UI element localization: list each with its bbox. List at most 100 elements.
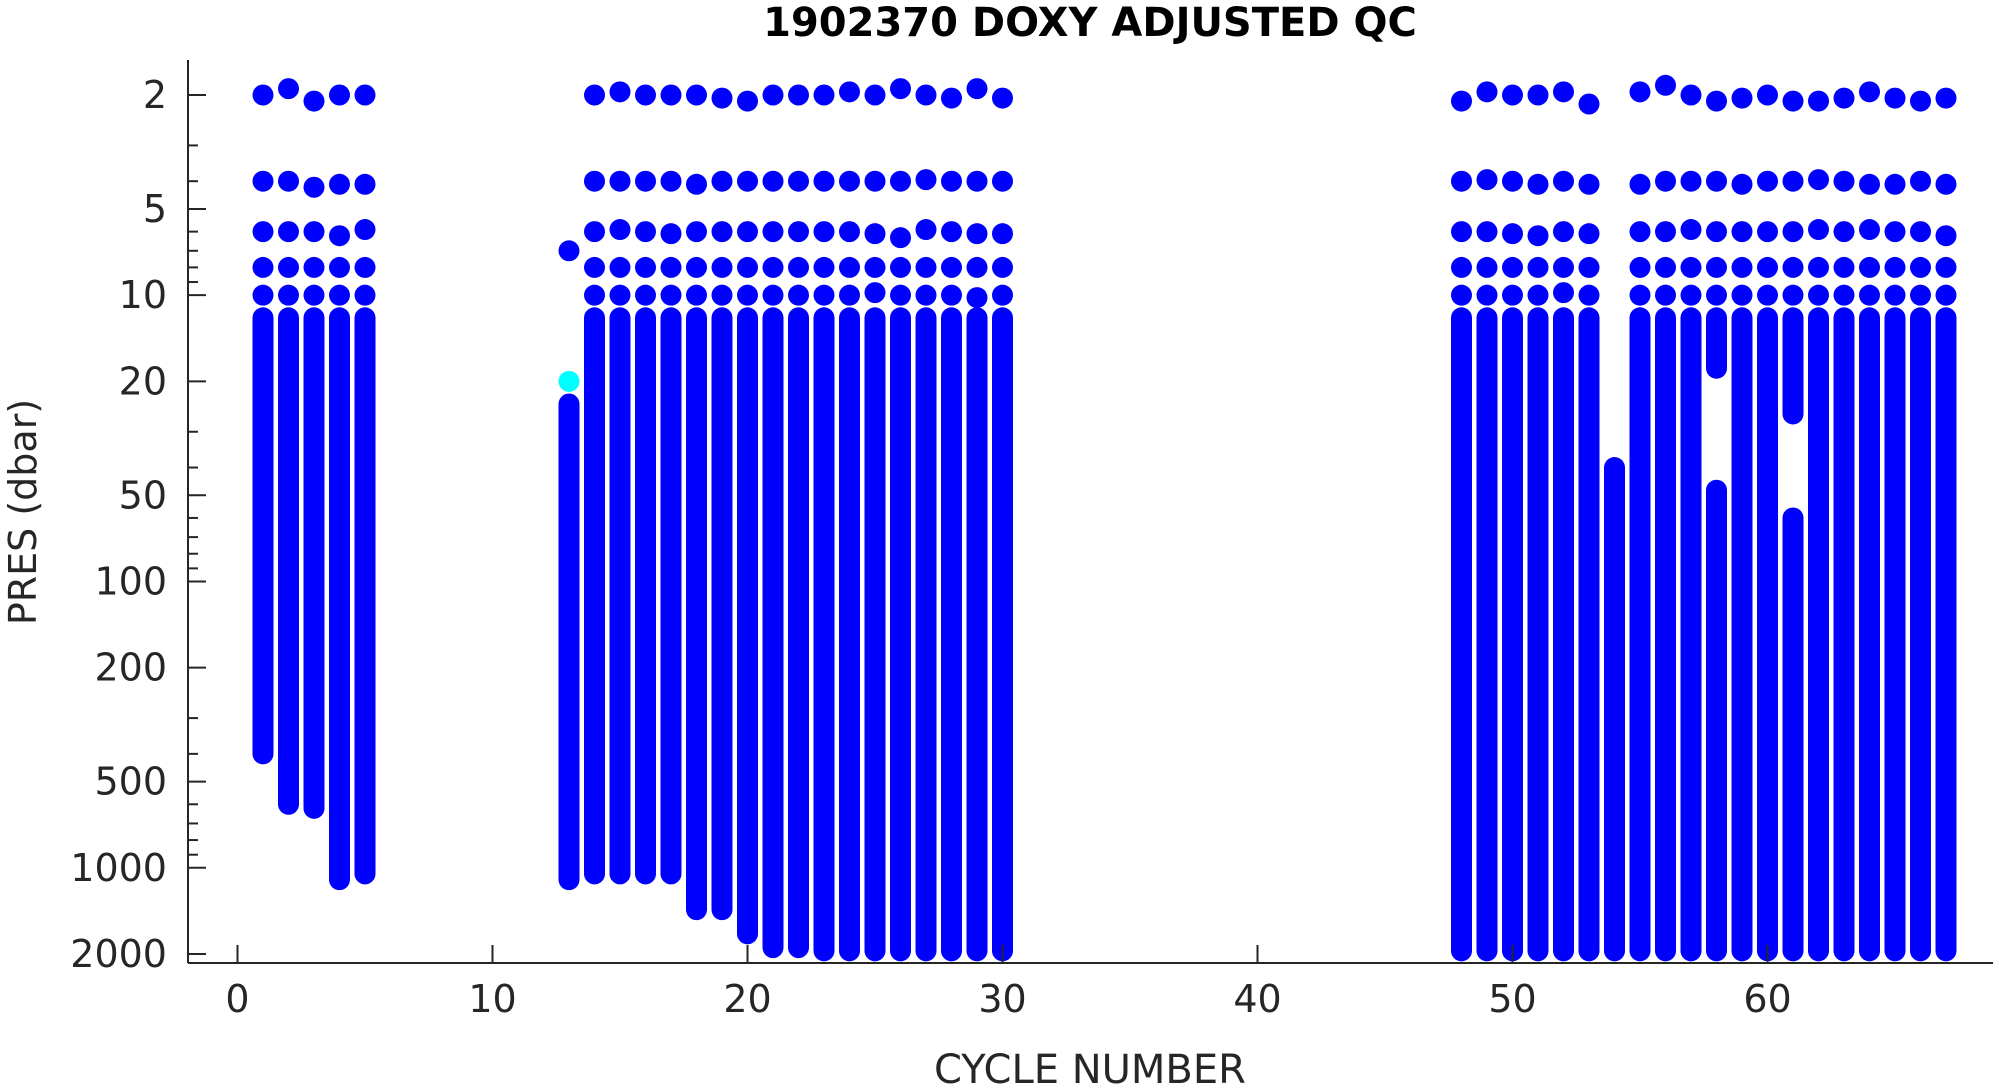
data-point xyxy=(1884,173,1906,195)
data-point xyxy=(992,170,1013,192)
data-point xyxy=(609,284,631,306)
data-point xyxy=(584,84,605,106)
data-point xyxy=(864,282,886,304)
data-point xyxy=(303,256,325,278)
data-point xyxy=(354,256,376,278)
y-tick-label: 50 xyxy=(119,473,167,517)
data-point xyxy=(839,284,860,306)
data-point xyxy=(252,170,274,192)
data-point xyxy=(1731,221,1753,243)
data-point xyxy=(1706,221,1727,243)
data-point xyxy=(1578,223,1600,245)
data-point xyxy=(1655,74,1676,96)
data-point xyxy=(354,173,376,195)
data-point xyxy=(1910,90,1931,112)
data-point xyxy=(711,256,733,278)
data-point xyxy=(660,284,682,306)
data-point xyxy=(966,170,988,192)
data-point xyxy=(1578,256,1600,278)
data-point xyxy=(354,284,376,306)
data-point xyxy=(813,284,835,306)
y-axis-label: PRES (dbar) xyxy=(1,399,45,625)
data-point xyxy=(1731,284,1753,306)
data-point xyxy=(890,256,911,278)
data-point xyxy=(711,221,733,243)
data-point xyxy=(992,223,1013,245)
data-point xyxy=(1476,169,1498,191)
data-point xyxy=(1476,221,1498,243)
data-point xyxy=(1706,256,1727,278)
data-point xyxy=(609,256,631,278)
data-point xyxy=(1884,221,1906,243)
data-point xyxy=(329,284,350,306)
data-point xyxy=(1757,84,1778,106)
data-point xyxy=(788,284,809,306)
data-point xyxy=(788,256,809,278)
data-point xyxy=(1731,87,1753,109)
data-point xyxy=(992,256,1013,278)
data-point xyxy=(303,284,325,306)
data-point xyxy=(915,256,937,278)
data-point xyxy=(1935,284,1957,306)
data-point xyxy=(915,169,937,191)
data-point xyxy=(941,170,962,192)
data-point xyxy=(329,84,350,106)
data-point xyxy=(635,84,656,106)
data-point xyxy=(941,87,962,109)
data-point xyxy=(1451,256,1472,278)
data-point xyxy=(890,170,911,192)
data-point xyxy=(1833,284,1855,306)
data-point xyxy=(303,90,325,112)
data-point xyxy=(635,284,656,306)
data-point xyxy=(864,84,886,106)
data-point xyxy=(354,219,376,241)
data-point xyxy=(1527,225,1549,247)
data-point xyxy=(1578,173,1600,195)
data-point xyxy=(864,256,886,278)
data-point xyxy=(1502,170,1523,192)
data-point xyxy=(1833,256,1855,278)
data-point xyxy=(278,284,299,306)
data-point xyxy=(839,256,860,278)
data-point xyxy=(711,284,733,306)
data-point xyxy=(1578,284,1600,306)
data-point xyxy=(1833,221,1855,243)
data-point xyxy=(686,173,707,195)
x-tick-label: 60 xyxy=(1743,977,1791,1021)
data-point xyxy=(839,81,860,103)
y-tick-label: 2000 xyxy=(70,932,167,976)
y-tick-label: 5 xyxy=(143,187,167,231)
data-point xyxy=(584,170,605,192)
data-point xyxy=(788,84,809,106)
data-point xyxy=(354,84,376,106)
data-point xyxy=(737,221,758,243)
data-point xyxy=(278,221,299,243)
x-tick-label: 30 xyxy=(978,977,1026,1021)
data-point xyxy=(660,170,682,192)
data-point xyxy=(1884,256,1906,278)
data-point xyxy=(252,284,274,306)
data-point xyxy=(1553,282,1574,304)
data-point xyxy=(915,219,937,241)
axes: 0 10 20 30 40 50 60 2 5 10 20 50 100 200 500 1000 2000 xyxy=(70,60,1993,1021)
data-point xyxy=(1859,173,1880,195)
data-point xyxy=(1680,284,1702,306)
data-point xyxy=(635,221,656,243)
data-point xyxy=(1680,219,1702,241)
data-point xyxy=(966,78,988,100)
data-point xyxy=(711,87,733,109)
data-point xyxy=(1553,170,1574,192)
data-point xyxy=(1629,173,1651,195)
data-point xyxy=(1935,173,1957,195)
data-point xyxy=(1935,87,1957,109)
data-point xyxy=(1859,284,1880,306)
data-point xyxy=(1476,284,1498,306)
data-point xyxy=(609,219,631,241)
data-point xyxy=(252,84,274,106)
data-point xyxy=(788,221,809,243)
x-tick-label: 40 xyxy=(1233,977,1281,1021)
data-point xyxy=(1527,284,1549,306)
data-point xyxy=(966,256,988,278)
data-point xyxy=(1680,256,1702,278)
